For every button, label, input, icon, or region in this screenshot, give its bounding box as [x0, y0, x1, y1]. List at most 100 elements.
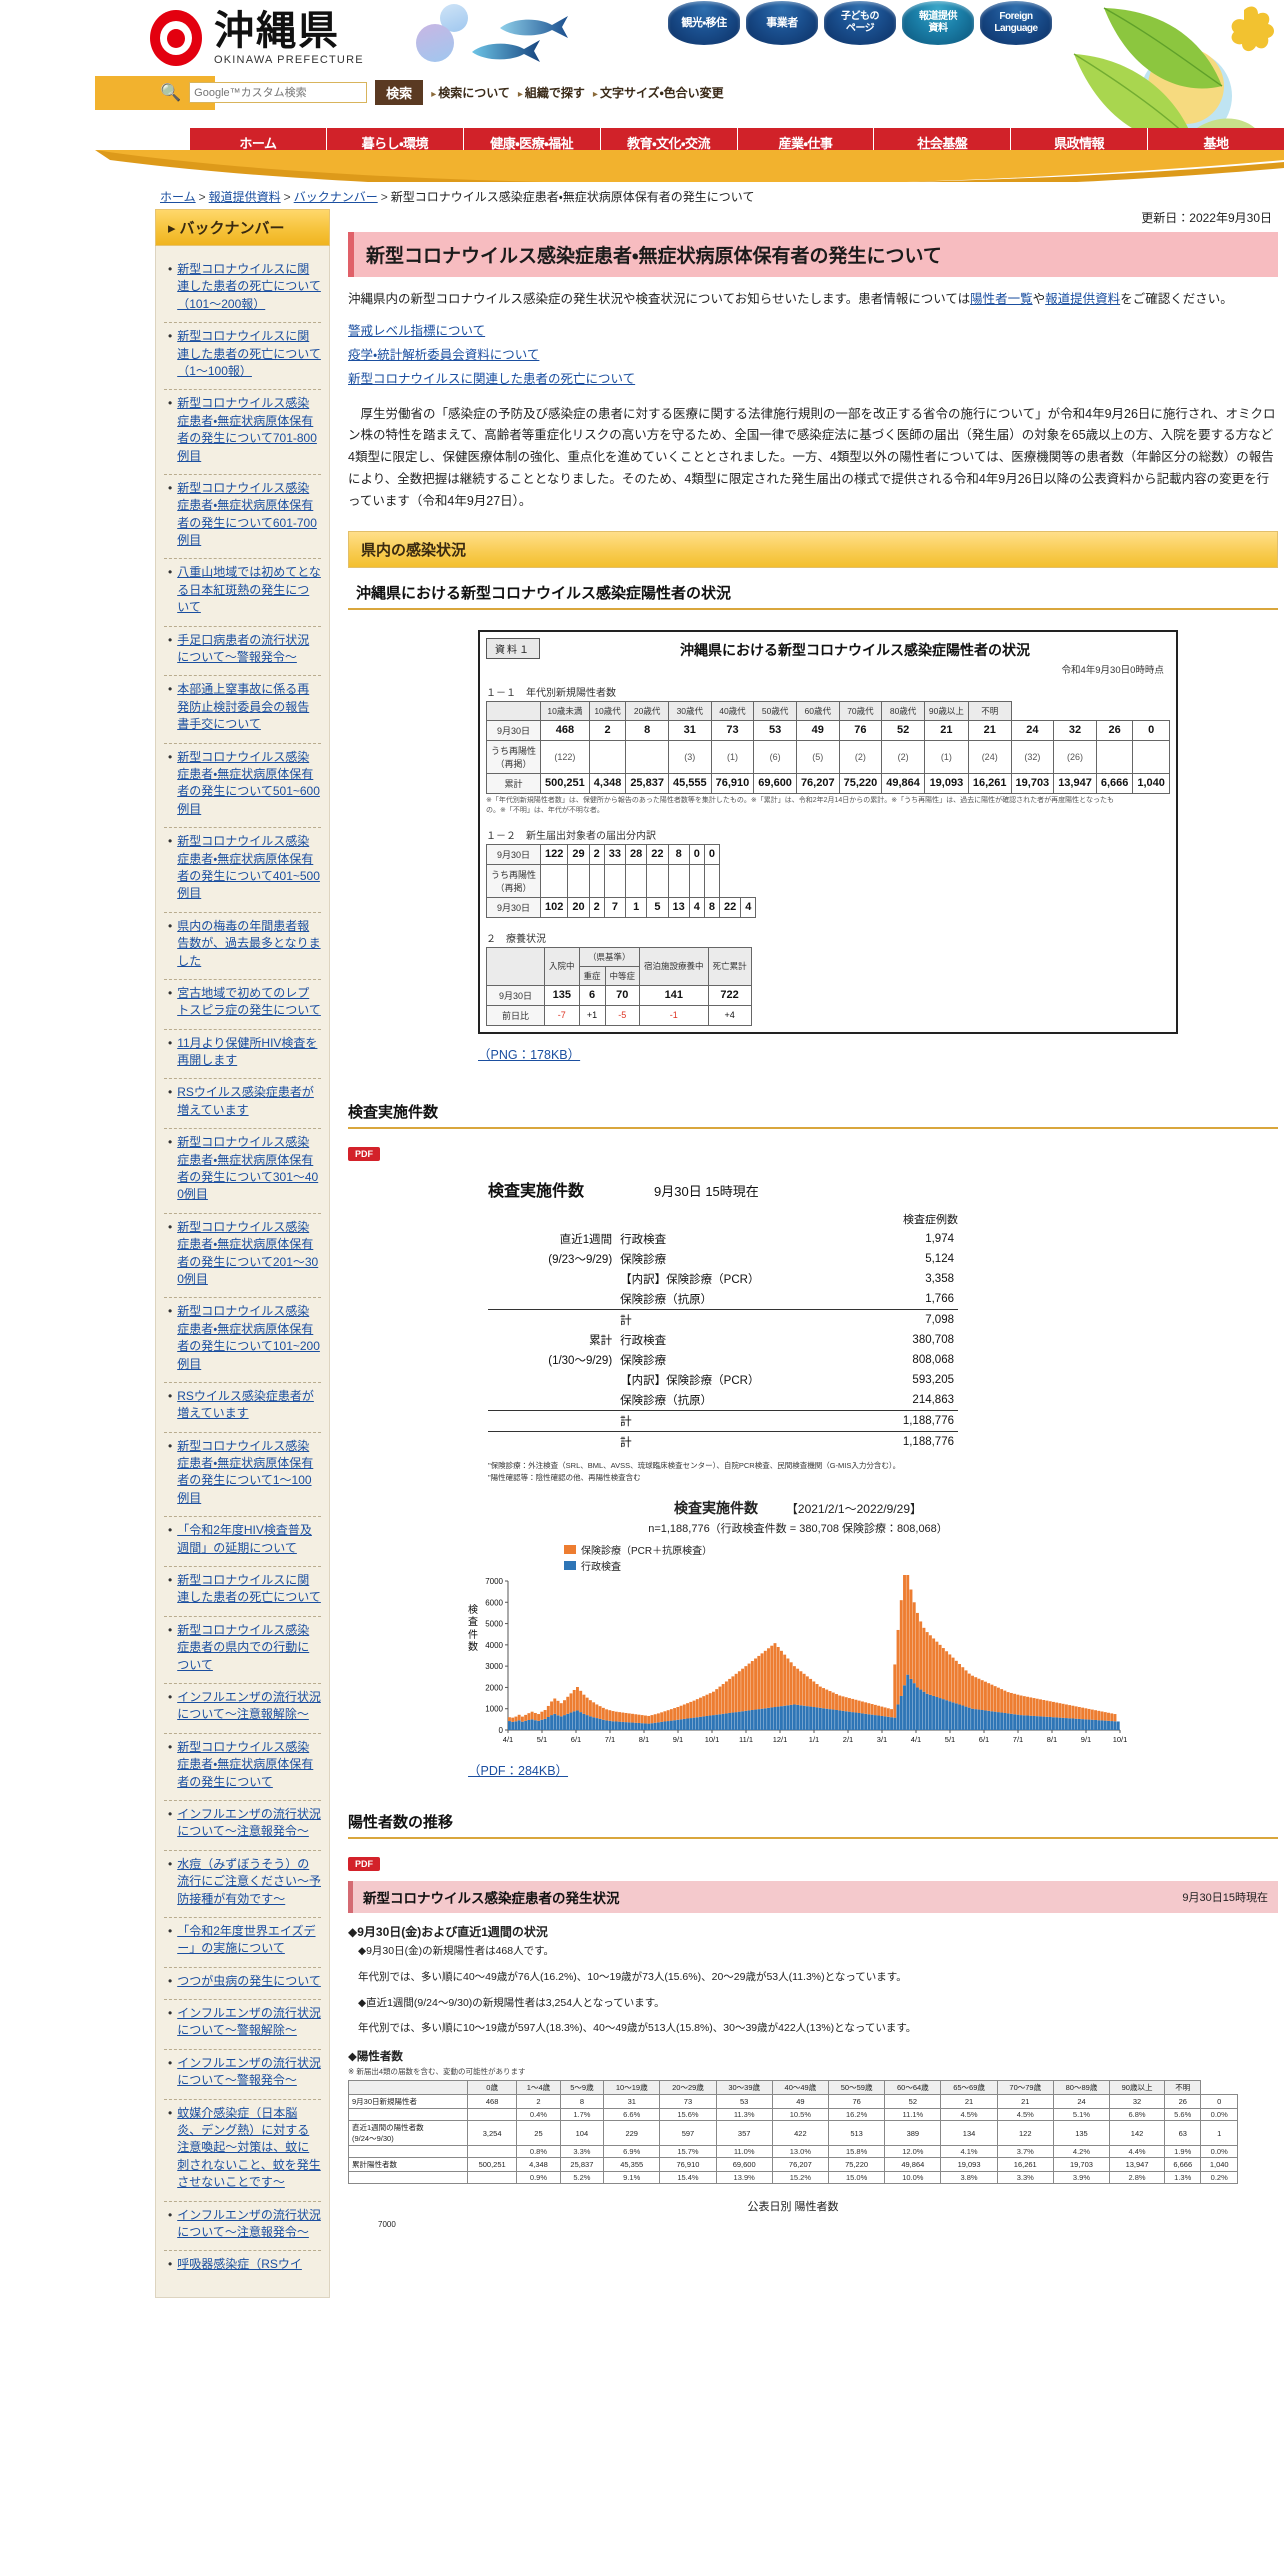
nav-industry-work[interactable]: 産業・仕事	[738, 128, 875, 156]
sidebar-item-4[interactable]: • 八重山地域では初めてとなる日本紅斑熱の発生について	[164, 559, 321, 627]
sidebar-item-13[interactable]: • 新型コロナウイルス感染症患者・無症状病原体保有者の発生について301～400例…	[164, 1129, 321, 1214]
link-about-search[interactable]: 検索について	[431, 84, 510, 101]
sidebar-item-label[interactable]: 新型コロナウイルス感染症患者・無症状病原体保有者の発生について	[177, 1739, 314, 1789]
sidebar-item-label[interactable]: 手足口病患者の流行状況について～警報発令～	[177, 632, 310, 665]
svg-text:6/1: 6/1	[979, 1735, 989, 1744]
nav-health-medical-welfare[interactable]: 健康・医療・福祉	[464, 128, 601, 156]
sidebar-item-2[interactable]: • 新型コロナウイルス感染症患者・無症状病原体保有者の発生について701-800例…	[164, 390, 321, 475]
sidebar-item-18[interactable]: • 「令和2年度HIV検査普及週間」の延期について	[164, 1517, 321, 1568]
pdf-badge-icon-2[interactable]: PDF	[348, 1856, 380, 1871]
link-positive-list[interactable]: 陽性者一覧	[970, 292, 1033, 306]
breadcrumb-press[interactable]: 報道提供資料	[208, 190, 281, 204]
sidebar-item-7[interactable]: • 新型コロナウイルス感染症患者・無症状病原体保有者の発生について501~600例…	[164, 744, 321, 829]
sidebar-item-26[interactable]: • つつが虫病の発生について	[164, 1968, 321, 2001]
nav-education-culture[interactable]: 教育・文化・交流	[601, 128, 738, 156]
topnav-business[interactable]: 事業者	[746, 1, 818, 45]
sidebar-item-0[interactable]: • 新型コロナウイルスに関連した患者の死亡について（101～200報）	[164, 256, 321, 324]
sidebar-item-29[interactable]: • 蚊媒介感染症（日本脳炎、デング熱）に対する注意喚起～対策は、蚊に刺されないこと…	[164, 2100, 321, 2202]
sidebar-item-15[interactable]: • 新型コロナウイルス感染症患者・無症状病原体保有者の発生について101~200例…	[164, 1298, 321, 1383]
topnav-foreign-language[interactable]: Foreign Language	[980, 1, 1052, 45]
search-input[interactable]	[189, 82, 368, 103]
link-find-by-org[interactable]: 組織で探す	[518, 84, 585, 101]
link-text-size-color[interactable]: 文字サイズ・色合い変更	[593, 84, 724, 101]
sidebar-item-label[interactable]: 新型コロナウイルス感染症患者・無症状病原体保有者の発生について201～300例目	[177, 1219, 319, 1286]
link-press-materials[interactable]: 報道提供資料	[1045, 292, 1121, 306]
sidebar-item-label[interactable]: 新型コロナウイルス感染症患者・無症状病原体保有者の発生について601-700例目	[177, 480, 317, 548]
breadcrumb-home[interactable]: ホーム	[160, 190, 196, 204]
sidebar-item-label[interactable]: 宮古地域で初めてのレプトスピラ症の発生について	[177, 985, 321, 1018]
link-alert-level[interactable]: 警戒レベル指標について	[348, 324, 486, 339]
nav-prefectural-info[interactable]: 県政情報	[1011, 128, 1149, 156]
sidebar-item-17[interactable]: • 新型コロナウイルス感染症患者・無症状病原体保有者の発生について1～100例目	[164, 1433, 321, 1518]
sidebar-item-14[interactable]: • 新型コロナウイルス感染症患者・無症状病原体保有者の発生について201～300例…	[164, 1214, 321, 1299]
sidebar-item-27[interactable]: • インフルエンザの流行状況について～警報解除～	[164, 2000, 321, 2050]
sidebar-item-9[interactable]: • 県内の梅毒の年間患者報告数が、過去最多となりました	[164, 913, 321, 980]
sidebar-item-25[interactable]: • 「令和2年度世界エイズデー」の実施について	[164, 1918, 321, 1968]
topnav-press[interactable]: 報道提供 資料	[902, 1, 974, 45]
page-root: 沖縄県 OKINAWA PREFECTURE	[0, 0, 1284, 2298]
search-button[interactable]: 検索	[375, 80, 424, 105]
sidebar-item-label[interactable]: 新型コロナウイルスに関連した患者の死亡について（1～100報）	[177, 329, 321, 378]
sidebar-item-10[interactable]: • 宮古地域で初めてのレプトスピラ症の発生について	[164, 980, 321, 1030]
table-cell: 4,348	[588, 772, 627, 794]
link-pdf-download[interactable]: （PDF：284KB）	[468, 1763, 569, 1778]
sidebar-item-11[interactable]: • 11月より保健所HIV検査を再開します	[164, 1030, 321, 1080]
sidebar-item-label[interactable]: 新型コロナウイルス感染症患者の県内での行動について	[177, 1622, 310, 1672]
sidebar-item-20[interactable]: • 新型コロナウイルス感染症患者の県内での行動について	[164, 1617, 321, 1684]
sidebar-item-label[interactable]: インフルエンザの流行状況について～警報発令～	[177, 2055, 321, 2088]
sidebar-item-16[interactable]: • RSウイルス感染症患者が増えています	[164, 1383, 321, 1433]
nav-living-environment[interactable]: 暮らし・環境	[327, 128, 464, 156]
sidebar-item-23[interactable]: • インフルエンザの流行状況について～注意報発令～	[164, 1801, 321, 1851]
sidebar-item-label[interactable]: 新型コロナウイルス感染症患者・無症状病原体保有者の発生について1～100例目	[177, 1438, 314, 1505]
sidebar-item-label[interactable]: インフルエンザの流行状況について～注意報発令～	[177, 1806, 321, 1839]
sidebar-item-label[interactable]: 蚊媒介感染症（日本脳炎、デング熱）に対する注意喚起～対策は、蚊に刺されないこと、…	[177, 2105, 321, 2190]
sidebar-item-24[interactable]: • 水痘（みずぼうそう）の流行にご注意ください～予防接種が有効です～	[164, 1851, 321, 1918]
sidebar-item-label[interactable]: インフルエンザの流行状況について～注意報発令～	[177, 2207, 321, 2239]
sidebar-item-label[interactable]: 新型コロナウイルス感染症患者・無症状病原体保有者の発生について301～400例目	[177, 1135, 319, 1202]
sidebar-item-label[interactable]: 本部通上窒事故に係る再発防止検討委員会の報告書手交について	[177, 682, 310, 732]
sidebar-item-8[interactable]: • 新型コロナウイルス感染症患者・無症状病原体保有者の発生について401~500例…	[164, 828, 321, 913]
sidebar-item-label[interactable]: 11月より保健所HIV検査を再開します	[177, 1035, 318, 1068]
link-related-deaths[interactable]: 新型コロナウイルスに関連した患者の死亡について	[348, 371, 636, 386]
sidebar-item-label[interactable]: インフルエンザの流行状況について～注意報解除～	[177, 1690, 321, 1722]
row-label: うち再陽性 （再掲）	[485, 739, 542, 774]
breadcrumb-backnumber[interactable]: バックナンバー	[293, 190, 378, 204]
pdf-badge-icon[interactable]: PDF	[348, 1146, 380, 1161]
sidebar-item-28[interactable]: • インフルエンザの流行状況について～警報発令～	[164, 2050, 321, 2100]
sidebar-item-label[interactable]: 新型コロナウイルス感染症患者・無症状病原体保有者の発生について101~200例目	[177, 1304, 320, 1371]
sidebar-item-label[interactable]: 「令和2年度HIV検査普及週間」の延期について	[177, 1523, 312, 1555]
sidebar-item-label[interactable]: 「令和2年度世界エイズデー」の実施について	[177, 1923, 316, 1956]
sidebar-item-31[interactable]: • 呼吸器感染症（RSウイ	[164, 2251, 321, 2282]
sidebar-item-30[interactable]: • インフルエンザの流行状況について～注意報発令～	[164, 2202, 321, 2252]
link-epidemiology-committee[interactable]: 疫学・統計解析委員会資料について	[348, 348, 540, 362]
sidebar-item-5[interactable]: • 手足口病患者の流行状況について～警報発令～	[164, 627, 321, 677]
site-logo[interactable]: 沖縄県 OKINAWA PREFECTURE	[148, 8, 364, 68]
sidebar-item-label[interactable]: RSウイルス感染症患者が増えています	[177, 1388, 314, 1421]
topnav-kids[interactable]: 子どもの ページ	[824, 1, 896, 45]
sidebar-item-label[interactable]: RSウイルス感染症患者が増えています	[177, 1085, 314, 1117]
nav-infrastructure[interactable]: 社会基盤	[874, 128, 1012, 156]
sidebar-item-21[interactable]: • インフルエンザの流行状況について～注意報解除～	[164, 1684, 321, 1734]
sidebar-item-label[interactable]: 県内の梅毒の年間患者報告数が、過去最多となりました	[177, 918, 321, 968]
sidebar-item-label[interactable]: 新型コロナウイルス感染症患者・無症状病原体保有者の発生について701-800例目	[177, 396, 317, 463]
sidebar-item-22[interactable]: • 新型コロナウイルス感染症患者・無症状病原体保有者の発生について	[164, 1734, 321, 1801]
sidebar-item-19[interactable]: • 新型コロナウイルスに関連した患者の死亡について	[164, 1567, 321, 1617]
sidebar-item-label[interactable]: 水痘（みずぼうそう）の流行にご注意ください～予防接種が有効です～	[177, 1856, 321, 1906]
sidebar-item-label[interactable]: つつが虫病の発生について	[177, 1973, 321, 1988]
sidebar-item-3[interactable]: • 新型コロナウイルス感染症患者・無症状病原体保有者の発生について601-700例…	[164, 475, 321, 560]
sidebar-item-6[interactable]: • 本部通上窒事故に係る再発防止検討委員会の報告書手交について	[164, 676, 321, 744]
sidebar-item-label[interactable]: 新型コロナウイルスに関連した患者の死亡について（101～200報）	[177, 262, 321, 311]
sidebar-item-label[interactable]: 新型コロナウイルス感染症患者・無症状病原体保有者の発生について401~500例目	[177, 834, 320, 901]
sidebar-item-label[interactable]: 新型コロナウイルスに関連した患者の死亡について	[177, 1573, 321, 1605]
sidebar-item-12[interactable]: • RSウイルス感染症患者が増えています	[164, 1079, 321, 1130]
sidebar-item-1[interactable]: • 新型コロナウイルスに関連した患者の死亡について（1～100報）	[164, 323, 321, 391]
topnav-tourism[interactable]: 観光・移住	[668, 1, 740, 45]
sidebar-item-label[interactable]: インフルエンザの流行状況について～警報解除～	[177, 2006, 321, 2038]
sidebar-item-label[interactable]: 八重山地域では初めてとなる日本紅斑熱の発生について	[177, 565, 321, 615]
sidebar-item-label[interactable]: 呼吸器感染症（RSウイ	[177, 2257, 302, 2272]
link-png-download[interactable]: （PNG：178KB）	[478, 1047, 581, 1062]
table-cell: 69,600	[753, 772, 797, 794]
sidebar-item-label[interactable]: 新型コロナウイルス感染症患者・無症状病原体保有者の発生について501~600例目	[177, 749, 320, 816]
nav-home[interactable]: ホーム	[190, 128, 327, 156]
nav-bases[interactable]: 基地	[1203, 135, 1230, 151]
